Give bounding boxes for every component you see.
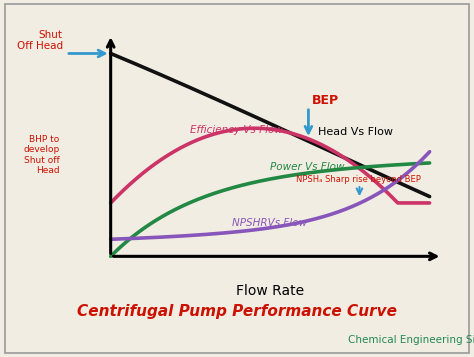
Text: Centrifugal Pump Performance Curve: Centrifugal Pump Performance Curve <box>77 304 397 319</box>
Text: NPSHRVs Flow: NPSHRVs Flow <box>232 218 307 228</box>
Text: Shut
Off Head: Shut Off Head <box>17 30 63 51</box>
Text: Head Vs Flow: Head Vs Flow <box>318 127 393 137</box>
Text: BEP: BEP <box>311 94 339 107</box>
Text: NPSHₐ Sharp rise beyond BEP: NPSHₐ Sharp rise beyond BEP <box>296 175 420 184</box>
Text: Chemical Engineering Site: Chemical Engineering Site <box>348 335 474 345</box>
Text: Flow Rate: Flow Rate <box>236 284 304 298</box>
Text: Power Vs Flow: Power Vs Flow <box>270 162 345 172</box>
Text: Efficiency Vs Flow: Efficiency Vs Flow <box>191 125 283 135</box>
Text: BHP to
develop
Shut off
Head: BHP to develop Shut off Head <box>23 135 60 175</box>
